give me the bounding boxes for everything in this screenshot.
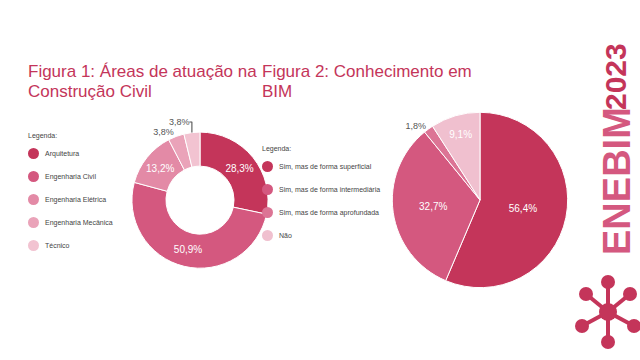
html-text:Engenharia Mecânica: Engenharia Mecânica (45, 219, 113, 226)
svg-text:ENEBIM: ENEBIM (596, 107, 638, 255)
svg-text:3,8%: 3,8% (153, 127, 174, 137)
html-text:Sim, mas de forma superficial: Sim, mas de forma superficial (279, 163, 372, 170)
html-text:Legenda:: Legenda: (28, 132, 58, 139)
html-text:Não: Não (279, 232, 292, 239)
svg-text:32,7%: 32,7% (419, 201, 447, 212)
svg-text:2023: 2023 (599, 43, 632, 110)
svg-text:3,8%: 3,8% (169, 117, 190, 127)
svg-text:50,9%: 50,9% (174, 244, 202, 255)
svg-text:28,3%: 28,3% (225, 163, 253, 174)
html-text:Figura 1: Áreas de atuação na: Figura 1: Áreas de atuação na Construção… (28, 62, 257, 101)
html-text:Sim, mas de forma intermediári: Sim, mas de forma intermediária (279, 186, 381, 193)
svg-text:1,8%: 1,8% (405, 121, 426, 131)
svg-text:56,4%: 56,4% (509, 203, 537, 214)
svg-text:9,1%: 9,1% (449, 129, 472, 140)
html-text:Arquitetura: Arquitetura (45, 150, 80, 157)
html-text:Sim, mas de forma aprofundada: Sim, mas de forma aprofundada (279, 209, 379, 216)
svg-text:13,2%: 13,2% (146, 163, 174, 174)
html-text:Técnico: Técnico (45, 242, 70, 249)
html-text:Figura 2: Conhecimento em BIM: Figura 2: Conhecimento em BIM (262, 62, 472, 101)
html-text:Legenda:: Legenda: (262, 145, 292, 152)
html-text:Engenharia Civil: Engenharia Civil (45, 173, 96, 180)
html-text:Engenharia Elétrica: Engenharia Elétrica (45, 196, 107, 203)
